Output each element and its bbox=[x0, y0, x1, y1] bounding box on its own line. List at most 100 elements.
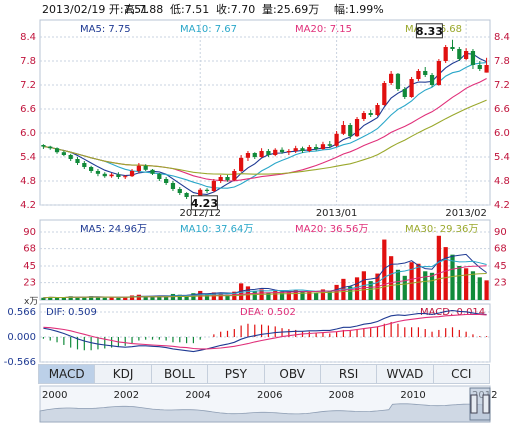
candle-body bbox=[402, 89, 407, 97]
candle-body bbox=[129, 171, 135, 177]
header-field: 2013/02/19 开:7.51 bbox=[42, 3, 148, 16]
volume-bar bbox=[327, 290, 332, 300]
indicator-tabs: MACD KDJ BOLL PSY OBV RSI WVAD CCI bbox=[38, 364, 490, 384]
tab-wvad[interactable]: WVAD bbox=[377, 365, 434, 383]
candle-body bbox=[368, 113, 373, 115]
volume-bar bbox=[89, 296, 94, 300]
volume-bar bbox=[450, 254, 455, 300]
volume-bar bbox=[382, 239, 387, 300]
candle-body bbox=[143, 165, 148, 170]
candle-body bbox=[429, 75, 435, 85]
volume-bar bbox=[204, 293, 210, 300]
volume-bar bbox=[286, 292, 291, 300]
tab-rsi[interactable]: RSI bbox=[321, 365, 378, 383]
tab-kdj[interactable]: KDJ bbox=[95, 365, 152, 383]
candle-body bbox=[457, 49, 462, 59]
volume-bar bbox=[54, 297, 60, 300]
candle-body bbox=[252, 153, 257, 157]
candle-body bbox=[423, 71, 428, 75]
volume-bar bbox=[307, 290, 312, 300]
candle-body bbox=[218, 177, 223, 181]
price-tick-right: 4.8 bbox=[494, 176, 510, 187]
candle-body bbox=[484, 65, 489, 73]
candle-body bbox=[259, 151, 264, 157]
volume-bar bbox=[75, 296, 80, 300]
candle-body bbox=[61, 152, 66, 155]
volume-bar bbox=[184, 295, 189, 300]
volume-tick-right: 45 bbox=[494, 261, 507, 272]
volume-tick-left: 23 bbox=[23, 278, 36, 289]
tab-psy[interactable]: PSY bbox=[208, 365, 265, 383]
volume-bar bbox=[61, 297, 66, 300]
header-field: 收:7.70 bbox=[216, 2, 255, 16]
candle-body bbox=[300, 148, 305, 151]
volume-bar bbox=[239, 283, 244, 300]
macd-dif-label: DIF: 0.509 bbox=[46, 307, 97, 318]
header-field: 高:7.88 bbox=[124, 2, 163, 16]
price-tick-left: 6.6 bbox=[20, 104, 36, 115]
volume-ma-label: MA30: 29.36万 bbox=[405, 224, 478, 235]
volume-bar bbox=[95, 296, 101, 300]
overview-year-label: 2006 bbox=[257, 390, 282, 401]
candle-body bbox=[293, 148, 298, 151]
volume-bar bbox=[464, 268, 469, 300]
volume-tick-right: 23 bbox=[494, 278, 507, 289]
price-callout-label: 8.33 bbox=[416, 25, 443, 38]
candle-body bbox=[82, 163, 87, 167]
tab-macd[interactable]: MACD bbox=[39, 365, 96, 383]
candle-body bbox=[279, 149, 285, 153]
candle-body bbox=[266, 151, 271, 155]
volume-bar bbox=[109, 296, 114, 300]
candle-body bbox=[361, 113, 366, 119]
price-x-label: 2012/12 bbox=[179, 208, 221, 219]
volume-bar bbox=[348, 286, 353, 300]
candle-body bbox=[177, 189, 182, 193]
candle-body bbox=[150, 169, 155, 174]
volume-bar bbox=[164, 295, 169, 300]
volume-bar bbox=[477, 277, 482, 300]
volume-bar bbox=[368, 281, 373, 300]
candle-body bbox=[409, 79, 414, 97]
volume-bar bbox=[314, 292, 319, 300]
volume-tick-right: 90 bbox=[494, 227, 507, 238]
tab-cci[interactable]: CCI bbox=[451, 367, 472, 381]
volume-bar bbox=[177, 294, 182, 300]
candle-body bbox=[116, 174, 121, 177]
candle-body bbox=[327, 144, 332, 146]
price-tick-right: 4.2 bbox=[494, 200, 510, 211]
volume-bar bbox=[150, 296, 155, 300]
volume-bar bbox=[443, 247, 448, 300]
volume-tick-left: 68 bbox=[23, 244, 36, 255]
macd-tick-left: 0.000 bbox=[7, 332, 36, 343]
candle-body bbox=[395, 73, 401, 89]
volume-bar bbox=[293, 290, 298, 300]
macd-tick-left: -0.566 bbox=[4, 357, 36, 368]
candle-body bbox=[245, 153, 251, 158]
candle-body bbox=[136, 165, 141, 171]
volume-bar bbox=[102, 297, 107, 300]
candle-body bbox=[68, 155, 73, 159]
tab-obv[interactable]: OBV bbox=[265, 365, 321, 383]
price-ma-label: MA5: 7.75 bbox=[80, 24, 131, 35]
candle-body bbox=[354, 119, 360, 137]
price-x-label: 2013/01 bbox=[316, 208, 358, 219]
candle-body bbox=[41, 145, 46, 147]
candle-body bbox=[232, 171, 237, 181]
candle-body bbox=[184, 193, 189, 197]
candle-body bbox=[102, 173, 107, 177]
volume-bar bbox=[300, 291, 305, 300]
price-x-label: 2013/02 bbox=[445, 208, 487, 219]
overview-range-handle bbox=[470, 394, 478, 414]
volume-bar bbox=[279, 291, 285, 300]
candle-body bbox=[314, 147, 319, 149]
volume-bar bbox=[123, 296, 128, 300]
tab-boll[interactable]: BOLL bbox=[152, 365, 209, 383]
price-tick-right: 5.4 bbox=[494, 152, 510, 163]
volume-bar bbox=[389, 256, 394, 300]
overview-year-label: 2004 bbox=[185, 390, 210, 401]
candle-body bbox=[170, 183, 176, 189]
price-tick-left: 7.8 bbox=[20, 56, 36, 67]
volume-bar bbox=[245, 286, 251, 300]
price-ma-label: MA20: 7.15 bbox=[295, 24, 352, 35]
